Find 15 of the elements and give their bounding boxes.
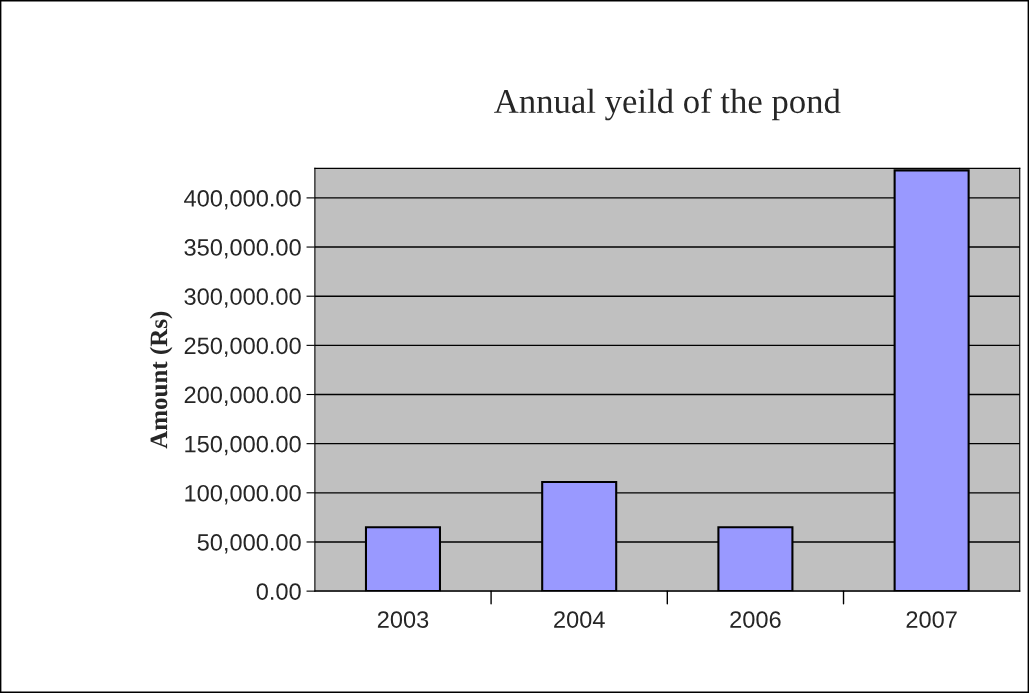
chart-title: Annual yeild of the pond	[494, 88, 841, 121]
y-tick-label: 0.00	[256, 583, 301, 600]
y-axis-title: Amount (Rs)	[149, 311, 173, 449]
x-tick-label: 2007	[906, 611, 957, 628]
y-tick-label: 400,000.00	[184, 189, 301, 210]
y-tick-label: 100,000.00	[185, 484, 301, 505]
y-tick-label: 150,000.00	[185, 435, 301, 456]
y-tick-label: 250,000.00	[184, 337, 301, 357]
x-tick-label: 2003	[377, 611, 429, 628]
y-tick-label: 50,000.00	[197, 534, 301, 554]
x-tick-label: 2004	[554, 611, 605, 628]
y-tick-label: 350,000.00	[184, 239, 301, 259]
x-tick-label: 2006	[730, 611, 781, 628]
y-tick-label: 200,000.00	[184, 386, 301, 407]
y-tick-label: 300,000.00	[184, 288, 301, 308]
